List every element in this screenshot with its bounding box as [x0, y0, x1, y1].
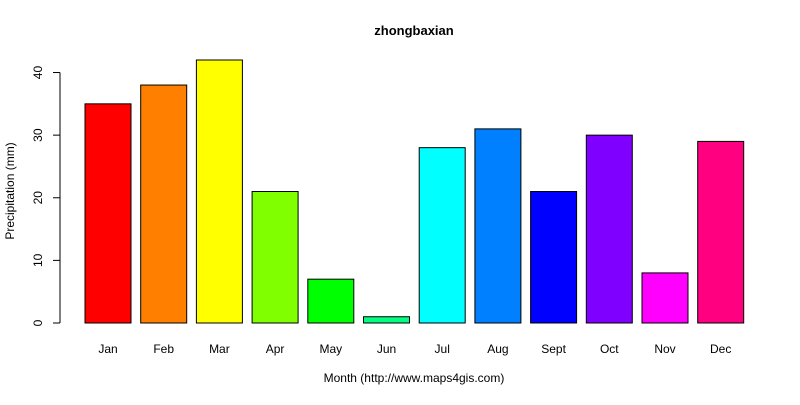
- bar-oct: [585, 134, 633, 324]
- y-tick-label: 0: [31, 319, 45, 326]
- bar-may: [307, 278, 355, 324]
- bar-mar: [195, 59, 243, 324]
- bar-jun: [363, 316, 410, 324]
- y-axis: 0 10 20 30 40: [31, 66, 61, 326]
- bar-aug: [474, 128, 522, 324]
- x-axis-label: Month (http://www.maps4gis.com): [324, 371, 505, 385]
- x-tick-label: Apr: [266, 342, 285, 356]
- y-tick-label: 20: [31, 191, 45, 205]
- y-tick-label: 30: [31, 128, 45, 142]
- x-tick-label: Nov: [654, 342, 675, 356]
- x-tick-label: Jun: [377, 342, 396, 356]
- chart-title: zhongbaxian: [374, 23, 454, 38]
- y-tick-label: 10: [31, 253, 45, 267]
- bars: [84, 59, 745, 324]
- y-tick-label: 40: [31, 66, 45, 80]
- bar-feb: [140, 84, 188, 324]
- x-tick-label: Aug: [487, 342, 508, 356]
- x-tick-label: Oct: [600, 342, 619, 356]
- bar-sept: [530, 191, 578, 324]
- x-axis-tick-labels: Jan Feb Mar Apr May Jun Jul Aug Sept Oct Nov Dec: [98, 342, 731, 356]
- bar-nov: [641, 272, 689, 324]
- x-tick-label: Jan: [98, 342, 117, 356]
- x-tick-label: Jul: [435, 342, 450, 356]
- bar-jul: [418, 147, 466, 324]
- x-tick-label: Dec: [710, 342, 731, 356]
- x-tick-label: Mar: [209, 342, 230, 356]
- bar-apr: [251, 191, 299, 324]
- x-tick-label: Sept: [541, 342, 566, 356]
- y-axis-label: Precipitation (mm): [3, 142, 17, 239]
- bar-dec: [697, 140, 745, 324]
- x-tick-label: Feb: [153, 342, 174, 356]
- bar-jan: [84, 103, 132, 324]
- x-tick-label: May: [319, 342, 342, 356]
